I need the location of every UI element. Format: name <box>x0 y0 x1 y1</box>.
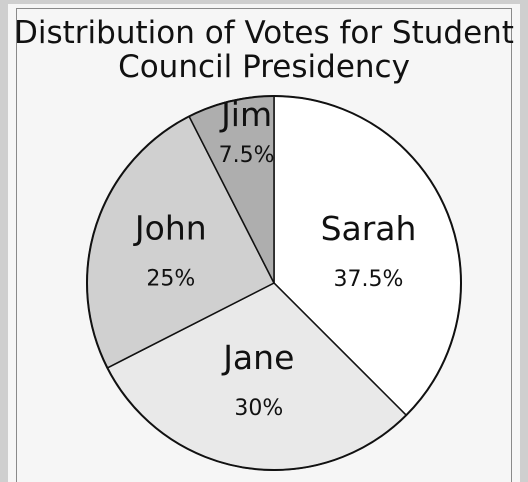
pie-outline <box>86 95 462 471</box>
slice-value-john: 25% <box>146 267 195 292</box>
pie-labels: Sarah 37.5% Jane 30% John 25% Jim 7.5% <box>133 95 417 421</box>
slice-label-john: John <box>133 209 207 248</box>
chart-title-line-2: Council Presidency <box>118 49 410 85</box>
slice-label-jane: Jane <box>221 338 294 377</box>
slice-value-sarah: 37.5% <box>334 267 404 292</box>
chart-title: Distribution of Votes for Student Counci… <box>0 16 528 84</box>
slice-label-jim: Jim <box>219 95 272 134</box>
slice-label-sarah: Sarah <box>321 209 417 248</box>
chart-title-line-1: Distribution of Votes for Student <box>14 15 514 51</box>
slice-value-jim: 7.5% <box>219 143 275 168</box>
pie-slices <box>86 95 462 471</box>
slice-value-jane: 30% <box>234 396 283 421</box>
